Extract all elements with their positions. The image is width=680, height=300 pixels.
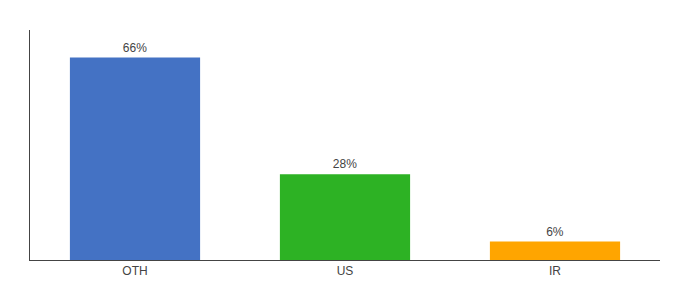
svg-text:IR: IR	[549, 264, 561, 278]
svg-text:US: US	[337, 264, 354, 278]
svg-text:OTH: OTH	[122, 264, 147, 278]
svg-text:66%: 66%	[123, 41, 147, 55]
svg-text:6%: 6%	[546, 225, 564, 239]
svg-text:28%: 28%	[333, 157, 357, 171]
